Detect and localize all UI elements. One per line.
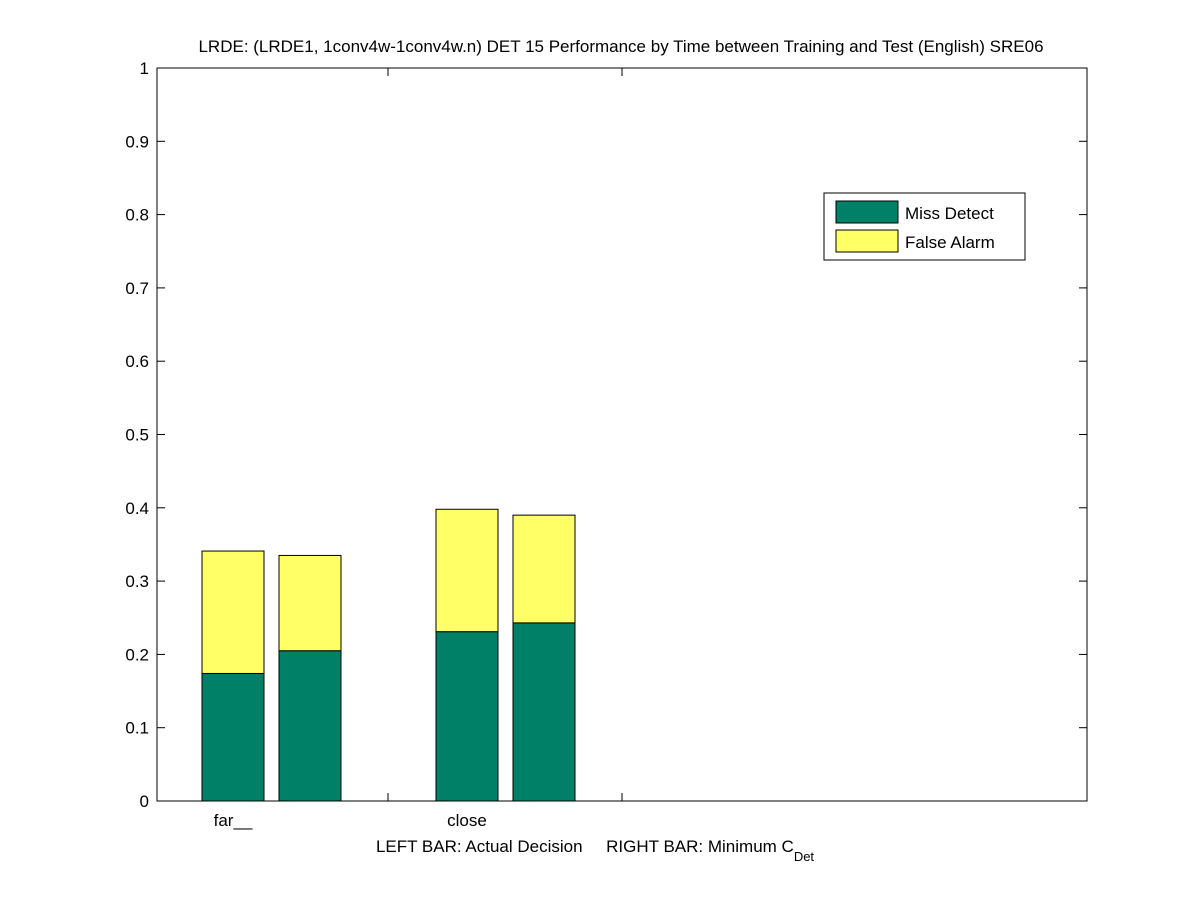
- bar-close-min-false-alarm: [512, 514, 576, 624]
- y-tick-label: 0.3: [125, 572, 149, 591]
- y-tick-label: 0.1: [125, 719, 149, 738]
- bar-far-min-miss-detect: [278, 650, 342, 802]
- y-tick-label: 0.6: [125, 352, 149, 371]
- y-tick-label: 0.9: [125, 132, 149, 151]
- y-tick-label: 0.8: [125, 206, 149, 225]
- plot-frame: [156, 67, 1088, 802]
- y-tick-label: 0.7: [125, 279, 149, 298]
- x-tick-label: close: [447, 811, 487, 830]
- legend-swatch: [835, 229, 899, 253]
- bar-close-min-miss-detect: [512, 622, 576, 802]
- bar-close-actual-false-alarm: [435, 508, 499, 633]
- y-tick-label: 0.4: [125, 499, 149, 518]
- x-axis-label-main: LEFT BAR: Actual Decision RIGHT BAR: Min…: [376, 837, 794, 856]
- y-tick-label: 0.2: [125, 645, 149, 664]
- bars-layer: [201, 508, 576, 802]
- bar-far-min-false-alarm: [278, 554, 342, 652]
- legend-swatch: [835, 200, 899, 224]
- y-tick-label: 1: [140, 59, 149, 78]
- y-tick-label: 0: [140, 792, 149, 811]
- bar-far-actual-miss-detect: [201, 672, 265, 802]
- legend-label: Miss Detect: [905, 204, 994, 223]
- x-tick-label: far__: [214, 811, 253, 830]
- bar-close-actual-miss-detect: [435, 631, 499, 802]
- x-axis-label-subscript: Det: [794, 849, 815, 864]
- x-axis-label: LEFT BAR: Actual Decision RIGHT BAR: Min…: [376, 837, 814, 864]
- axis-layer: far__ close 0 0.1 0.2 0.3 0.4 0.5 0.6 0.7 0.8 0.9 1: [125, 59, 1087, 830]
- y-tick-label: 0.5: [125, 426, 149, 445]
- chart-title: LRDE: (LRDE1, 1conv4w-1conv4w.n) DET 15 …: [198, 37, 1043, 56]
- legend-label: False Alarm: [905, 233, 995, 252]
- legend: Miss Detect False Alarm: [823, 192, 1026, 261]
- bar-far-actual-false-alarm: [201, 550, 265, 674]
